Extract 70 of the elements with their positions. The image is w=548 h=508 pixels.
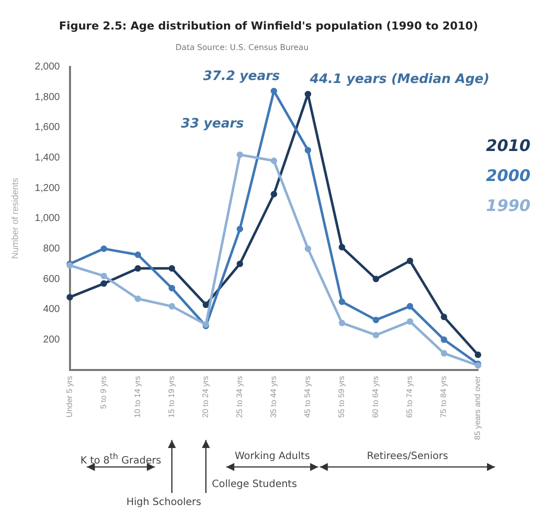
text: 1990 — [486, 196, 531, 215]
point — [66, 294, 74, 300]
x-tick-label: 75 to 84 yrs — [439, 376, 448, 418]
y-tick-label: 1,200 — [34, 182, 60, 194]
point — [100, 245, 108, 252]
point — [338, 320, 346, 326]
point — [406, 258, 414, 264]
point — [168, 284, 176, 292]
point — [304, 90, 312, 98]
y-tick-label: 800 — [43, 243, 60, 254]
x-tick-label: 20 to 24 yrs — [201, 376, 210, 418]
point — [168, 265, 176, 272]
point — [168, 303, 176, 310]
point — [100, 280, 108, 287]
x-tick-label: 65 to 74 yrs — [405, 376, 414, 418]
point — [440, 336, 448, 343]
point — [202, 302, 210, 308]
y-axis-title: Number of residents — [10, 177, 20, 259]
point — [304, 146, 312, 154]
y-tick-label: 1,800 — [34, 92, 60, 103]
point — [440, 314, 448, 320]
y-tick-label: 1,600 — [34, 122, 60, 134]
y-tick-label: 1,000 — [34, 213, 60, 224]
point — [372, 316, 380, 324]
point — [236, 260, 244, 268]
point — [134, 265, 142, 272]
point — [100, 272, 108, 280]
point — [372, 276, 380, 282]
x-tick-label: 15 to 19 yrs — [167, 376, 176, 418]
x-tick-label: 45 to 54 yrs — [303, 376, 312, 418]
point — [372, 332, 380, 338]
point — [440, 350, 448, 357]
point — [304, 245, 312, 252]
annotation: 37.2 years — [203, 68, 280, 84]
point — [474, 352, 482, 358]
point — [270, 158, 278, 164]
y-tick-label: 1,400 — [34, 152, 60, 164]
point — [270, 190, 278, 198]
text: High Schoolers — [126, 496, 202, 508]
x-tick-label: Under 5 yrs — [65, 376, 74, 418]
point — [134, 295, 142, 302]
x-tick-label: 60 to 64 yrs — [371, 376, 380, 418]
annotation: 33 years — [181, 116, 244, 132]
x-tick-label: 5 to 9 yrs — [99, 376, 108, 409]
x-tick-label: 35 to 44 yrs — [269, 376, 278, 418]
y-tick-label: 400 — [43, 304, 60, 316]
annotation: 44.1 years (Median Age) — [308, 72, 490, 87]
point — [338, 244, 346, 250]
chart-subtitle: Data Source: U.S. Census Bureau — [175, 43, 309, 52]
y-tick-label: 200 — [43, 334, 60, 346]
text: Retirees/Seniors — [366, 450, 448, 462]
point — [406, 318, 414, 325]
x-tick-label: 85 years and over — [473, 376, 482, 440]
y-tick-label: 2,000 — [34, 62, 60, 73]
text: Working Adults — [234, 450, 310, 462]
x-tick-label: 55 to 59 yrs — [337, 376, 346, 418]
point — [236, 226, 244, 232]
point — [406, 303, 414, 310]
x-tick-label: 10 to 14 yrs — [133, 376, 142, 418]
text: 2010 — [486, 136, 531, 155]
y-tick-label: 600 — [43, 274, 60, 285]
point — [236, 151, 244, 158]
point — [270, 88, 278, 94]
point — [338, 298, 346, 305]
text: K to 8$^{th}$ Graders — [80, 450, 162, 466]
x-tick-label: 25 to 34 yrs — [235, 376, 244, 418]
text: 2000 — [486, 166, 531, 185]
text: College Students — [212, 478, 297, 490]
point — [134, 252, 142, 258]
chart-title: Figure 2.5: Age distribution of Winfield's population (1990 to 2010) — [59, 19, 478, 32]
